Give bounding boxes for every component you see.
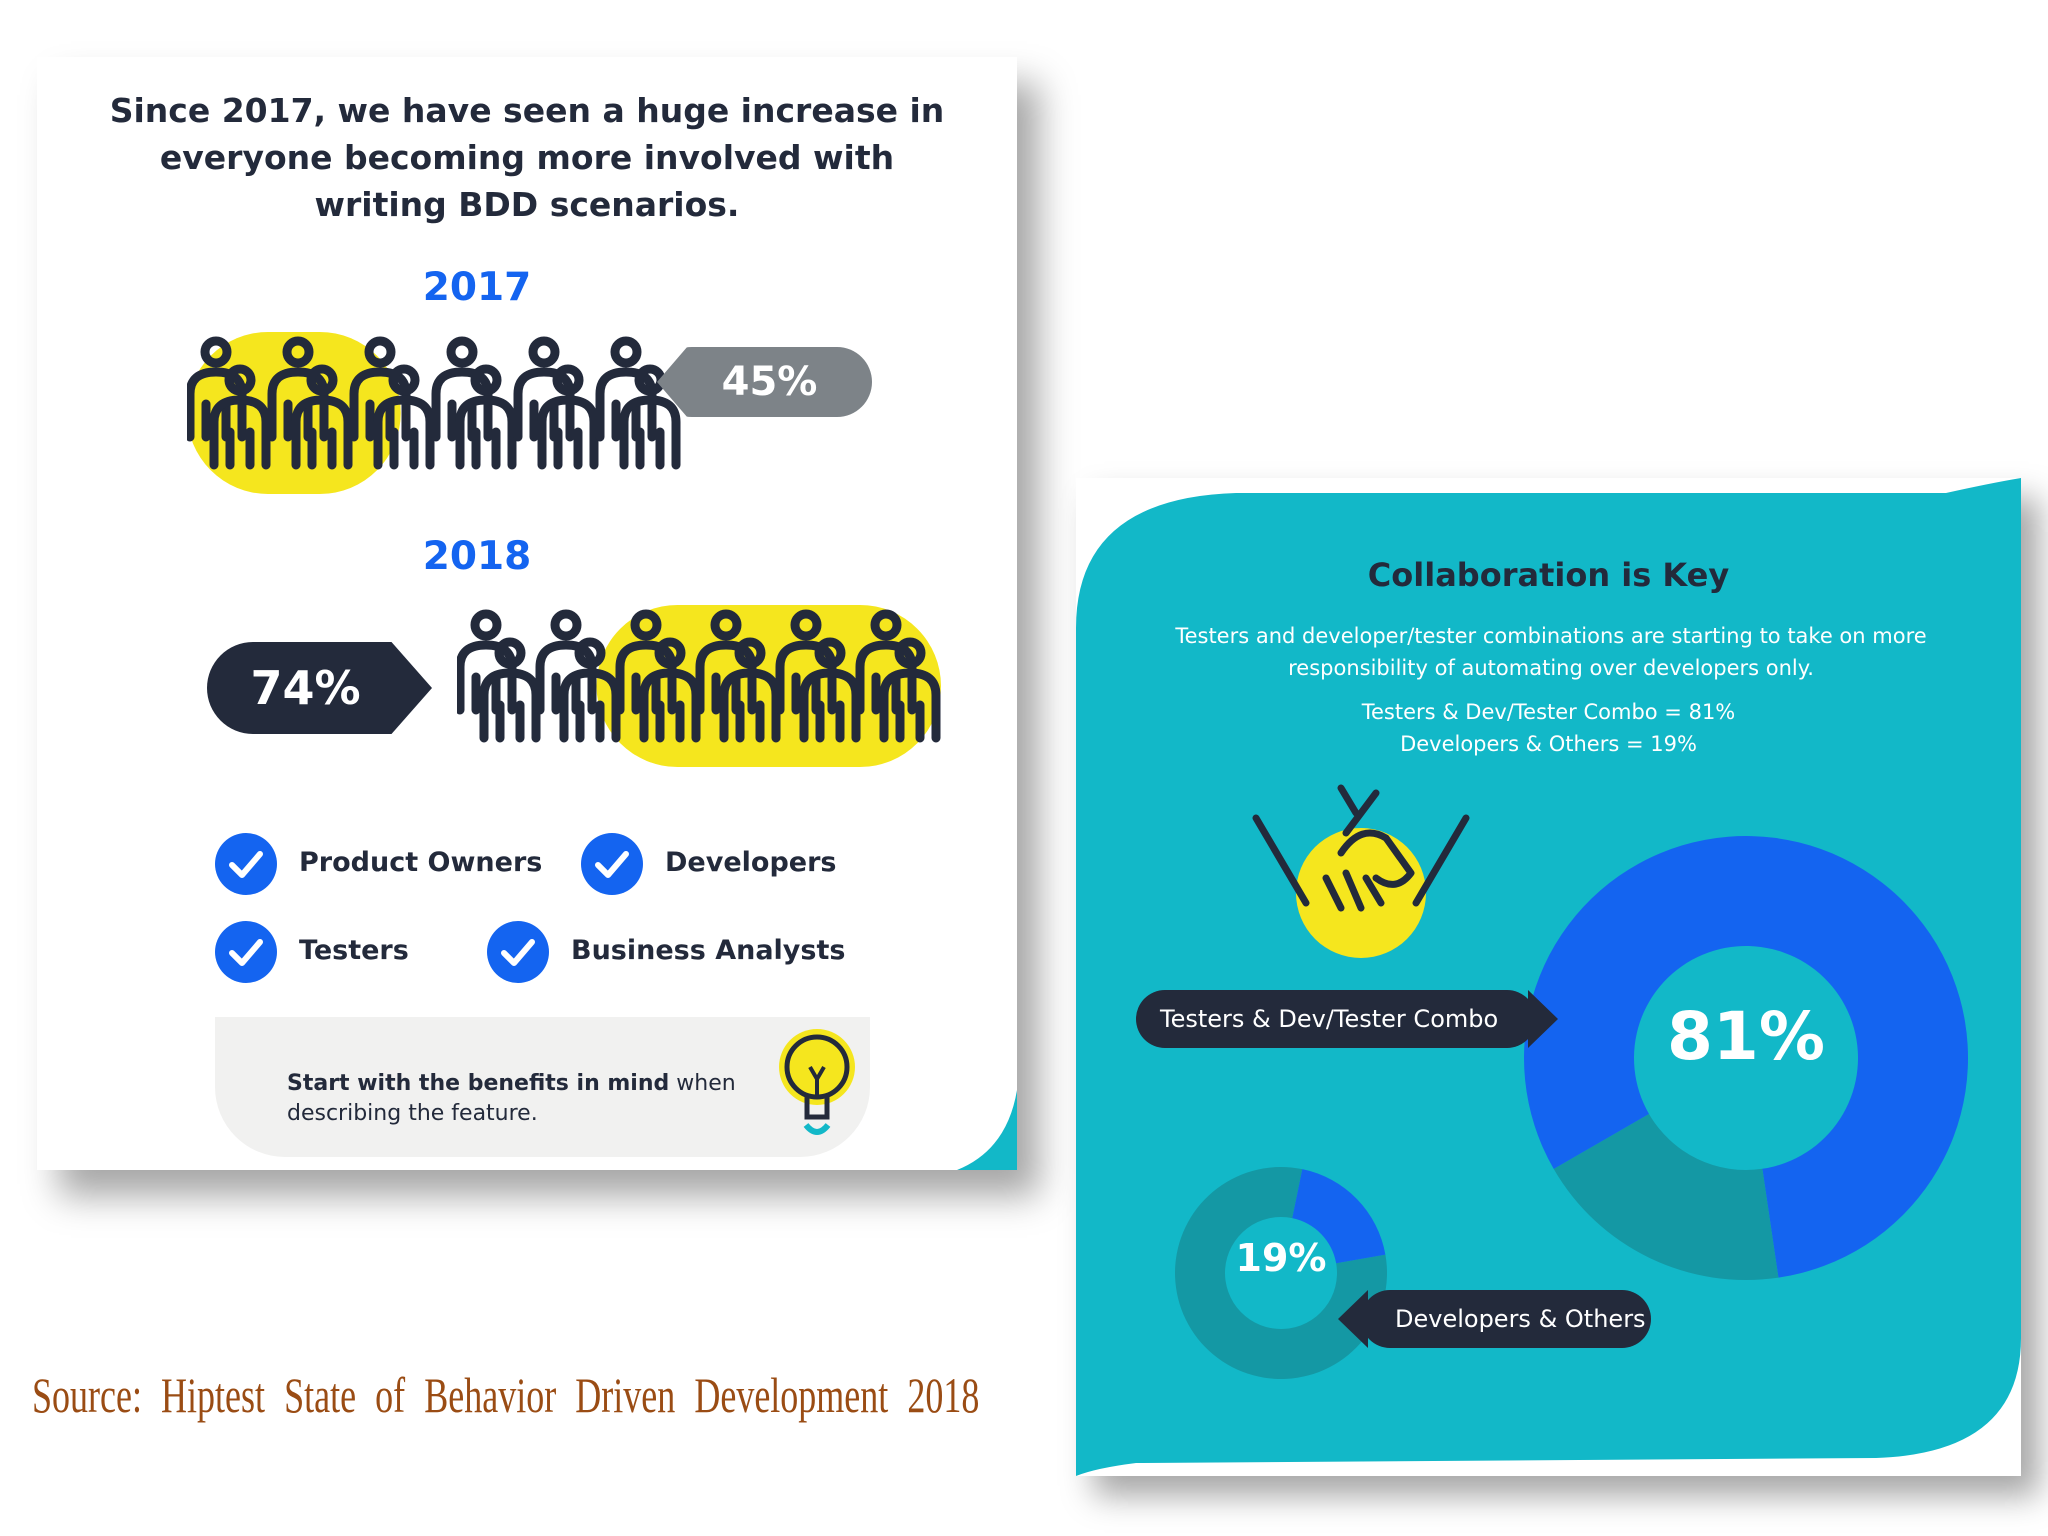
check-icon [215,921,277,983]
people-row-2017 [187,332,681,494]
person-icon [639,637,701,743]
headline: Since 2017, we have seen a huge increase… [109,91,945,224]
collaboration-card: Collaboration is Key Testers and develop… [1076,478,2021,1476]
pct-2017-badge: 45% [657,347,872,417]
person-icon [719,637,781,743]
person-icon [479,637,541,743]
person-icon [619,364,681,470]
callout-developers: Developers & Others [1361,1290,1651,1348]
check-icon [487,921,549,983]
tip-rest: when describing the feature. [287,1071,736,1126]
person-icon [349,336,411,442]
small-pct-label: 19% [1235,1236,1327,1280]
person-icon [537,364,599,470]
role-business-analysts: Business Analysts [571,935,846,966]
pct-2018-badge: 74% [207,642,432,734]
people-row-2018 [457,605,941,767]
callout-testers: Testers & Dev/Tester Combo [1136,990,1536,1048]
person-icon [879,637,941,743]
role-product-owners: Product Owners [299,847,543,878]
collab-description: Testers and developer/tester combination… [1175,624,1927,680]
callout-pointer [1528,990,1558,1048]
big-pct-label: 81% [1667,998,1825,1075]
donut-19 [1175,1167,1387,1379]
person-icon [559,637,621,743]
callout-pointer [1338,1290,1368,1348]
person-icon [615,609,677,715]
bdd-involvement-card: Since 2017, we have seen a huge increase… [37,57,1017,1170]
stat-line-1: Testers & Dev/Tester Combo = 81% [1361,700,1736,724]
tip-bold: Start with the benefits in mind [287,1071,670,1096]
person-icon [291,364,353,470]
lightbulb-icon [779,1029,855,1135]
stat-line-2: Developers & Others = 19% [1400,732,1697,756]
donut-slice-developers-others [1292,1169,1386,1264]
person-icon [595,336,657,442]
tip-text: Start with the benefits in mind when des… [287,1069,757,1129]
person-icon [373,364,435,470]
person-icon [455,364,517,470]
person-icon [513,336,575,442]
tip-box [215,1017,870,1157]
year-2017-label: 2017 [422,265,532,310]
donut-slice-testers-dev-tester-combo [1524,836,1968,1278]
corner-decoration [957,1090,1017,1170]
donut-slice-developers-others [1553,1114,1779,1280]
role-developers: Developers [665,847,837,878]
person-icon [457,609,517,715]
role-testers: Testers [299,935,409,966]
check-icon [215,833,277,895]
donut-slice-testers-dev-tester-combo [1175,1167,1387,1379]
year-2018-label: 2018 [422,534,532,579]
person-icon [799,637,861,743]
collab-title: Collaboration is Key [1367,556,1730,594]
handshake-icon [1252,784,1470,958]
person-icon [209,364,271,470]
donut-81 [1524,836,1968,1280]
person-icon [535,609,597,715]
source-caption: Source: Hiptest State of Behavior Driven… [32,1367,980,1423]
check-icon [581,833,643,895]
